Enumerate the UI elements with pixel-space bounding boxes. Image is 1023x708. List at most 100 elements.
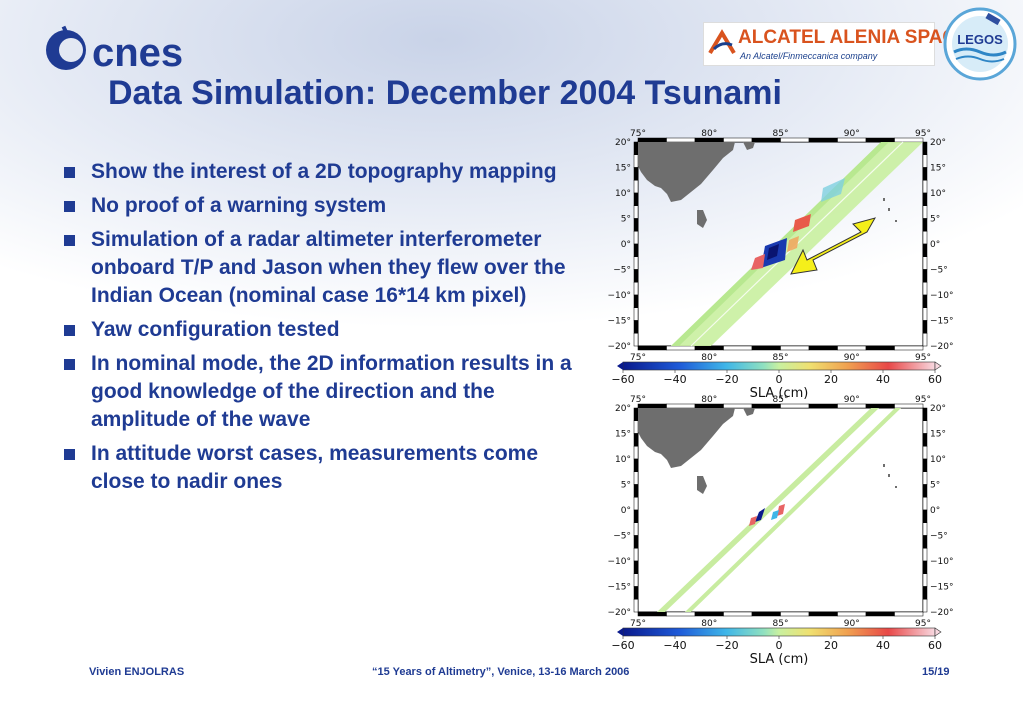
- colorbar-tick-label: 0: [776, 639, 783, 652]
- lat-tick-label: −10°: [608, 291, 632, 301]
- lat-tick-label: −15°: [930, 583, 954, 593]
- lat-tick-label: 5°: [621, 215, 631, 225]
- bullet-item: Yaw configuration tested: [62, 316, 582, 344]
- footer-author: Vivien ENJOLRAS: [89, 666, 185, 678]
- lat-tick-label: −5°: [930, 532, 948, 542]
- alcatel-subtitle: An Alcatel/Finmeccanica company: [740, 51, 878, 61]
- lat-tick-label: 0°: [621, 506, 631, 516]
- slide-title: Data Simulation: December 2004 Tsunami: [108, 74, 782, 112]
- bullet-text: Simulation of a radar altimeter interfer…: [91, 228, 566, 307]
- lat-tick-label: 10°: [615, 189, 631, 199]
- lat-tick-label: 5°: [930, 215, 940, 225]
- colorbar-tick-label: −40: [663, 373, 686, 386]
- bullet-text: Yaw configuration tested: [91, 318, 340, 341]
- lat-tick-label: 10°: [615, 455, 631, 465]
- lat-tick-label: −5°: [613, 532, 631, 542]
- lat-tick-label: −15°: [608, 583, 632, 593]
- bullet-text: In nominal mode, the 2D information resu…: [91, 352, 572, 431]
- colorbar-tick-label: 40: [876, 639, 890, 652]
- lat-tick-label: 0°: [930, 506, 940, 516]
- lat-tick-label: 20°: [615, 138, 631, 148]
- lon-tick-label: 80°: [701, 353, 717, 363]
- lat-tick-label: 0°: [930, 240, 940, 250]
- lat-tick-label: 15°: [615, 164, 631, 174]
- lat-tick-label: 15°: [930, 430, 946, 440]
- lat-tick-label: 15°: [615, 430, 631, 440]
- lat-tick-label: −20°: [930, 608, 954, 618]
- lat-tick-label: −5°: [930, 266, 948, 276]
- map-frame: 75°75°80°80°85°85°90°90°95°95°20° 20°15° 1…: [608, 395, 954, 629]
- landmass: [638, 408, 897, 494]
- lat-tick-label: 5°: [621, 481, 631, 491]
- alcatel-alenia-logo: ALCATEL ALENIA SPACE An Alcatel/Finmecca…: [703, 22, 969, 66]
- cnes-logo: cnes: [46, 25, 183, 75]
- lon-tick-label: 80°: [701, 395, 717, 405]
- lat-tick-label: 20°: [930, 404, 946, 414]
- colorbar-tick-label: −60: [611, 639, 634, 652]
- bullet-item: No proof of a warning system: [62, 192, 582, 220]
- lat-tick-label: −15°: [608, 317, 632, 327]
- lon-tick-label: 80°: [701, 129, 717, 139]
- bullet-item: Show the interest of a 2D topography map…: [62, 158, 582, 186]
- lat-tick-label: −15°: [930, 317, 954, 327]
- cnes-logo-text: cnes: [92, 31, 183, 75]
- lon-tick-label: 90°: [844, 619, 860, 629]
- lat-tick-label: −5°: [613, 266, 631, 276]
- colorbar-tick-label: 0: [776, 373, 783, 386]
- colorbar-tick-label: 40: [876, 373, 890, 386]
- lat-tick-label: 20°: [615, 404, 631, 414]
- lat-tick-label: 10°: [930, 189, 946, 199]
- bullet-text: Show the interest of a 2D topography map…: [91, 160, 557, 183]
- swath-track: [671, 141, 923, 347]
- lat-tick-label: −20°: [930, 342, 954, 352]
- lat-tick-label: −10°: [608, 557, 632, 567]
- colorbar-tick-label: 20: [824, 639, 838, 652]
- lat-tick-label: 20°: [930, 138, 946, 148]
- bullet-text: No proof of a warning system: [91, 194, 387, 217]
- lon-tick-label: 90°: [844, 395, 860, 405]
- footer-event: “15 Years of Altimetry”, Venice, 13-16 M…: [372, 666, 630, 678]
- lon-tick-label: 75°: [630, 129, 646, 139]
- lon-tick-label: 90°: [844, 129, 860, 139]
- lon-tick-label: 90°: [844, 353, 860, 363]
- lon-tick-label: 85°: [773, 395, 789, 405]
- colorbar: −60 −40 −20 0 20 40 60 SLA (cm): [611, 361, 942, 400]
- colorbar-tick-label: −20: [715, 639, 738, 652]
- bullet-square-icon: [64, 201, 75, 212]
- lon-tick-label: 95°: [915, 619, 931, 629]
- lon-tick-label: 85°: [773, 619, 789, 629]
- bullet-list: Show the interest of a 2D topography map…: [62, 158, 582, 502]
- bullet-item: In attitude worst cases, measurements co…: [62, 440, 582, 496]
- lat-tick-label: −10°: [930, 557, 954, 567]
- lon-tick-label: 80°: [701, 619, 717, 629]
- lon-tick-label: 75°: [630, 395, 646, 405]
- colorbar-tick-label: −40: [663, 639, 686, 652]
- alcatel-swoosh-icon: [708, 29, 736, 55]
- sla-map-nominal: 75°75°80°80°85°85°90°90°95°95°20° 20°15° 1…: [608, 129, 954, 400]
- alcatel-name: ALCATEL ALENIA SPACE: [738, 27, 969, 48]
- lat-tick-label: −20°: [608, 608, 632, 618]
- legos-logo-text: LEGOS: [957, 32, 1003, 47]
- lat-tick-label: 15°: [930, 164, 946, 174]
- bullet-square-icon: [64, 325, 75, 336]
- lat-tick-label: 10°: [930, 455, 946, 465]
- colorbar-title: SLA (cm): [750, 652, 809, 666]
- lon-tick-label: 75°: [630, 619, 646, 629]
- map-frame: 75°75°80°80°85°85°90°90°95°95°20° 20°15° 1…: [608, 129, 954, 363]
- colorbar-tick-label: −60: [611, 373, 634, 386]
- bullet-square-icon: [64, 235, 75, 246]
- colorbar: −60 −40 −20 0 20 40 60 SLA (cm): [611, 627, 942, 666]
- bullet-square-icon: [64, 167, 75, 178]
- lat-tick-label: 0°: [621, 240, 631, 250]
- lon-tick-label: 95°: [915, 353, 931, 363]
- sla-map-worst-case: 75°75°80°80°85°85°90°90°95°95°20° 20°15° 1…: [608, 395, 954, 666]
- colorbar-tick-label: 60: [928, 373, 942, 386]
- lon-tick-label: 85°: [773, 129, 789, 139]
- bullet-item: Simulation of a radar altimeter interfer…: [62, 226, 582, 310]
- lon-tick-label: 95°: [915, 129, 931, 139]
- colorbar-tick-label: −20: [715, 373, 738, 386]
- legos-logo: LEGOS: [943, 7, 1017, 81]
- colorbar-title: SLA (cm): [750, 386, 809, 400]
- lat-tick-label: 5°: [930, 481, 940, 491]
